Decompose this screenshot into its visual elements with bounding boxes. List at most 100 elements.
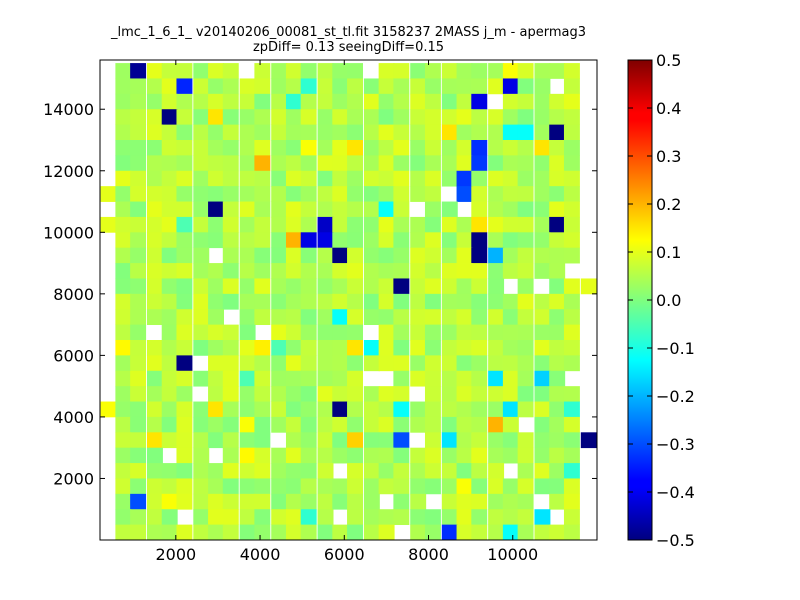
heatmap-cell — [488, 140, 505, 156]
heatmap-cell — [271, 278, 288, 295]
heatmap-cell — [471, 463, 488, 479]
heatmap-cell — [534, 186, 551, 202]
heatmap-cell — [393, 386, 410, 402]
heatmap-cell — [502, 124, 519, 141]
heatmap-cell — [254, 416, 271, 433]
heatmap-cell — [363, 93, 380, 110]
heatmap-cell — [300, 416, 317, 433]
heatmap-cell — [254, 232, 271, 249]
heatmap-cell — [456, 124, 473, 141]
heatmap-cell — [317, 78, 334, 95]
heatmap-cell — [410, 416, 427, 433]
heatmap-cell — [317, 109, 334, 126]
heatmap-cell — [146, 170, 163, 187]
heatmap-cell — [254, 278, 271, 295]
heatmap-cell — [424, 247, 441, 264]
heatmap-cell — [347, 78, 363, 95]
heatmap-cell — [285, 278, 302, 295]
heatmap-cell — [363, 278, 380, 295]
heatmap-cell — [239, 324, 256, 341]
heatmap-cell — [347, 263, 363, 279]
heatmap-cell — [300, 216, 317, 233]
heatmap-cell — [161, 124, 178, 141]
heatmap-cell — [471, 263, 488, 279]
heatmap-cell — [208, 63, 224, 79]
heatmap-cell — [502, 293, 519, 310]
heatmap-cell — [393, 247, 410, 264]
heatmap-cell — [347, 355, 363, 372]
heatmap-cell — [347, 524, 363, 540]
heatmap-cell — [563, 463, 580, 479]
heatmap-cell — [378, 201, 395, 218]
heatmap-cell — [332, 140, 349, 156]
heatmap-cell — [130, 278, 147, 295]
heatmap-cell — [176, 247, 193, 264]
heatmap-cell — [193, 232, 210, 249]
heatmap-cells — [100, 63, 597, 540]
heatmap-cell — [393, 155, 410, 172]
heatmap-cell — [332, 493, 349, 510]
heatmap-cell — [300, 309, 317, 326]
heatmap-cell — [378, 509, 395, 526]
y-tick-label: 4000 — [53, 408, 94, 427]
heatmap-cell — [424, 140, 441, 156]
heatmap-cell — [176, 63, 193, 79]
heatmap-cell — [271, 232, 288, 249]
heatmap-cell — [410, 524, 427, 540]
heatmap-cell — [424, 155, 441, 172]
heatmap-cell — [208, 186, 224, 202]
heatmap-cell — [193, 524, 210, 540]
heatmap-cell — [517, 63, 534, 79]
heatmap-cell — [208, 432, 224, 449]
heatmap-cell — [347, 401, 363, 418]
heatmap-cell — [193, 140, 210, 156]
heatmap-cell — [176, 447, 193, 464]
heatmap-cell — [254, 140, 271, 156]
heatmap-cell — [456, 370, 473, 387]
heatmap-cell — [488, 355, 505, 372]
colorbar-tick-label: 0.4 — [656, 99, 681, 118]
heatmap-cell — [285, 247, 302, 264]
heatmap-cell — [161, 524, 178, 540]
heatmap-cell — [115, 478, 132, 495]
colorbar-axis: −0.5 −0.4 −0.3 −0.2 −0.1 0.0 0.1 0.2 0.3 0.4 0.5 — [628, 51, 695, 550]
heatmap-cell — [393, 370, 410, 387]
heatmap-cell — [424, 263, 441, 279]
heatmap-cell — [239, 140, 256, 156]
heatmap-cell — [130, 309, 147, 326]
heatmap-cell — [502, 432, 519, 449]
heatmap-cell — [456, 309, 473, 326]
heatmap-cell — [549, 93, 566, 110]
heatmap-cell — [222, 140, 239, 156]
heatmap-cell — [347, 293, 363, 310]
y-tick-label: 12000 — [43, 162, 94, 181]
heatmap-cell — [424, 463, 441, 479]
heatmap-cell — [130, 93, 147, 110]
heatmap-cell — [300, 370, 317, 387]
heatmap-cell — [456, 386, 473, 402]
heatmap-cell — [517, 278, 534, 295]
heatmap-cell — [347, 463, 363, 479]
heatmap-cell — [271, 247, 288, 264]
heatmap-cell — [285, 309, 302, 326]
heatmap-cell — [410, 247, 427, 264]
heatmap-cell — [517, 232, 534, 249]
heatmap-cell — [115, 524, 132, 540]
heatmap-cell — [410, 140, 427, 156]
heatmap-cell — [424, 309, 441, 326]
heatmap-cell — [549, 278, 566, 295]
heatmap-cell — [176, 401, 193, 418]
heatmap-cell — [161, 293, 178, 310]
heatmap-cell — [488, 370, 505, 387]
heatmap-cell — [441, 432, 458, 449]
heatmap-cell — [517, 340, 534, 356]
heatmap-cell — [456, 478, 473, 495]
heatmap-cell — [549, 432, 566, 449]
heatmap-cell — [502, 140, 519, 156]
heatmap-cell — [285, 263, 302, 279]
heatmap-cell — [239, 340, 256, 356]
heatmap-cell — [456, 109, 473, 126]
heatmap-cell — [300, 478, 317, 495]
heatmap-cell — [502, 324, 519, 341]
heatmap-cell — [332, 401, 349, 418]
